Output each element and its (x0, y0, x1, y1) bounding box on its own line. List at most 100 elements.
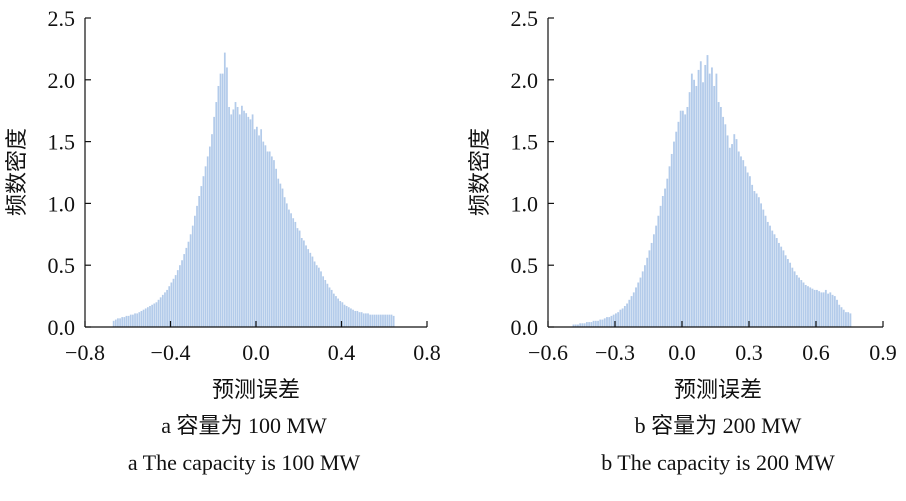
histogram-bar (717, 102, 720, 327)
y-tick-label-a: 0.0 (48, 315, 76, 340)
histogram-bar (264, 145, 267, 327)
histogram-bar (187, 241, 190, 327)
histogram-bar (215, 102, 218, 327)
histogram-bar (606, 317, 608, 327)
x-tick-label-b: 0.3 (735, 340, 763, 365)
histogram-bar (690, 73, 693, 328)
histogram-bar (668, 166, 671, 327)
histogram-bar (294, 221, 297, 327)
histogram-bar (769, 225, 771, 327)
x-axis-label-b: 预测误差 (674, 377, 762, 402)
x-tick-label-b: −0.6 (528, 340, 568, 365)
x-tick-label-b: −0.3 (595, 340, 635, 365)
histogram-bar (842, 309, 845, 327)
histogram-bar (644, 265, 646, 327)
histogram-bar (802, 282, 805, 327)
histogram-bar (838, 304, 841, 327)
histogram-bar (626, 303, 628, 327)
x-tick-label-a: 0.0 (242, 340, 270, 365)
histogram-bar (695, 85, 698, 327)
y-axis-ticks-b: 0.0 0.5 1.0 1.5 2.0 2.5 (511, 6, 554, 340)
histogram-bar (243, 110, 245, 327)
histogram-bar (339, 301, 342, 327)
x-tick-label-b: 0.9 (869, 340, 897, 365)
histogram-bar (223, 52, 226, 328)
histogram-bar (666, 178, 669, 327)
x-tick-label-a: 0.4 (328, 340, 356, 365)
histogram-bar (675, 131, 678, 327)
histogram-bar (161, 294, 164, 327)
histogram-bar (238, 114, 241, 327)
y-tick-label-b: 0.5 (511, 253, 539, 278)
histogram-bar (811, 288, 814, 327)
histogram-bar (601, 319, 604, 327)
histogram-bar (726, 135, 729, 327)
histogram-bar (704, 64, 707, 327)
histogram-bar (617, 312, 620, 327)
histogram-bar (168, 286, 171, 327)
y-tick-label-b: 1.5 (511, 130, 539, 155)
histogram-bars-b (572, 55, 852, 328)
histogram-bar (753, 191, 756, 327)
histogram-bar (234, 102, 237, 327)
histogram-bar (574, 324, 577, 327)
histogram-bar (365, 313, 367, 327)
x-tick-label-a: −0.4 (151, 340, 191, 365)
histogram-bar (757, 197, 760, 327)
histogram-bar (266, 151, 269, 327)
histogram-bar (594, 320, 597, 327)
histogram-bar (121, 317, 124, 327)
histogram-bar (313, 261, 316, 327)
x-axis-ticks-b: −0.6 −0.3 0.0 0.3 0.6 0.9 (528, 321, 897, 365)
histogram-bar (697, 69, 700, 327)
histogram-bar (270, 156, 273, 327)
histogram-bar (670, 153, 673, 327)
histogram-bar (142, 309, 145, 327)
histogram-bar (693, 79, 695, 327)
histogram-bar (196, 205, 198, 327)
histogram-bar (326, 283, 329, 327)
histogram-bar (630, 296, 633, 327)
histogram-bar (713, 85, 716, 327)
histogram-bar (358, 312, 361, 327)
histogram-bar (686, 106, 689, 328)
caption-en-a: a The capacity is 100 MW (128, 450, 361, 475)
histogram-bar (833, 296, 836, 327)
histogram-bar (742, 160, 745, 327)
histogram-bar (791, 267, 794, 327)
histogram-bar (360, 312, 363, 327)
histogram-bar (751, 184, 754, 327)
histogram-bars-a (112, 52, 395, 328)
histogram-bar (608, 317, 611, 327)
histogram-bar (820, 292, 823, 327)
x-tick-label-b: 0.6 (802, 340, 830, 365)
histogram-bar (827, 293, 829, 327)
histogram-bar (731, 144, 733, 327)
histogram-bar (831, 294, 834, 327)
histogram-bar (650, 242, 653, 327)
histogram-bar (217, 85, 220, 327)
histogram-bar (845, 312, 847, 327)
histogram-bar (637, 282, 640, 327)
histogram-bar (134, 313, 136, 327)
histogram-bar (138, 312, 141, 327)
histogram-bar (341, 302, 344, 327)
histogram-bar (711, 67, 713, 327)
y-tick-label-a: 1.5 (48, 130, 76, 155)
histogram-bar (619, 309, 622, 327)
histogram-bar (829, 292, 832, 327)
histogram-bar (153, 303, 156, 327)
histogram-bar (315, 265, 318, 327)
histogram-bar (648, 250, 651, 327)
y-axis-label-a: 频数密度 (4, 128, 29, 216)
histogram-bar (258, 135, 260, 327)
histogram-bar (719, 106, 722, 328)
histogram-bar (657, 215, 660, 327)
histogram-bar (247, 116, 250, 327)
y-tick-label-a: 2.0 (48, 68, 76, 93)
histogram-bar (585, 322, 588, 327)
histogram-bar (273, 160, 275, 327)
histogram-bar (170, 282, 173, 327)
x-axis-label-a: 预测误差 (212, 377, 300, 402)
histogram-bar (356, 310, 359, 327)
